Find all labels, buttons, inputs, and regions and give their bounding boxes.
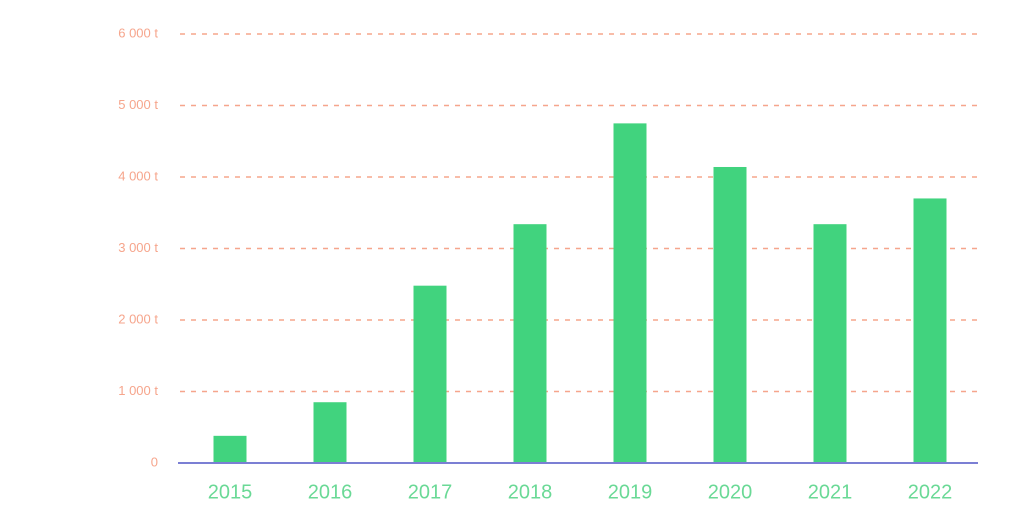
bar xyxy=(813,224,847,463)
x-tick-label: 2020 xyxy=(708,481,753,503)
x-tick-label: 2015 xyxy=(208,481,253,503)
x-tick-label: 2016 xyxy=(308,481,353,503)
x-tick-label: 2017 xyxy=(408,481,453,503)
x-tick-label: 2021 xyxy=(808,481,853,503)
bar xyxy=(213,435,247,463)
y-tick-label: 3 000 t xyxy=(118,240,158,255)
bar xyxy=(913,198,947,463)
x-tick-label: 2018 xyxy=(508,481,553,503)
y-tick-label: 0 xyxy=(151,454,158,469)
x-tick-label: 2022 xyxy=(908,481,953,503)
x-tick-label: 2019 xyxy=(608,481,653,503)
bar xyxy=(413,285,447,463)
bar xyxy=(513,224,547,463)
y-tick-label: 1 000 t xyxy=(118,383,158,398)
y-tick-label: 6 000 t xyxy=(118,25,158,40)
y-tick-label: 2 000 t xyxy=(118,311,158,326)
bar xyxy=(313,402,347,463)
y-tick-label: 5 000 t xyxy=(118,97,158,112)
bar xyxy=(613,123,647,463)
y-tick-label: 4 000 t xyxy=(118,168,158,183)
bar xyxy=(713,166,747,464)
